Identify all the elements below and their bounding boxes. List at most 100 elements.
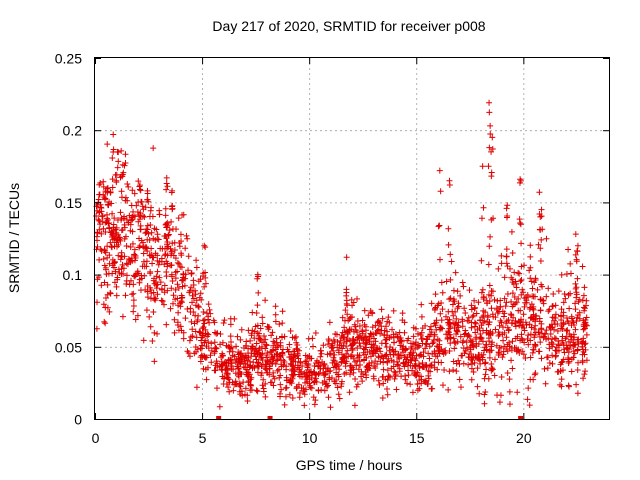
data-point bbox=[512, 300, 519, 307]
data-point bbox=[434, 302, 441, 309]
data-point bbox=[509, 290, 516, 297]
data-point bbox=[118, 147, 125, 154]
x-tick-label: 10 bbox=[302, 430, 318, 446]
data-point bbox=[144, 190, 151, 197]
data-point bbox=[231, 315, 238, 322]
data-point bbox=[486, 109, 493, 116]
data-point bbox=[503, 260, 510, 267]
data-point bbox=[457, 384, 464, 391]
data-point bbox=[565, 355, 572, 362]
data-point bbox=[486, 282, 493, 289]
data-point bbox=[461, 305, 468, 312]
data-point bbox=[287, 360, 294, 367]
data-point bbox=[422, 322, 429, 329]
data-point bbox=[391, 368, 398, 375]
data-point bbox=[192, 291, 199, 298]
data-point bbox=[461, 350, 468, 357]
data-point bbox=[237, 383, 244, 390]
data-point bbox=[104, 304, 111, 311]
data-point bbox=[151, 295, 158, 302]
data-point bbox=[339, 314, 346, 321]
data-point bbox=[125, 183, 132, 190]
data-point bbox=[271, 375, 278, 382]
data-point bbox=[202, 280, 209, 287]
data-point bbox=[171, 316, 178, 323]
data-point bbox=[419, 340, 426, 347]
data-point bbox=[400, 360, 407, 367]
data-point bbox=[154, 330, 161, 337]
data-point bbox=[372, 365, 379, 372]
data-point bbox=[565, 382, 572, 389]
data-point bbox=[114, 164, 121, 171]
data-point bbox=[175, 215, 182, 222]
data-point bbox=[418, 313, 425, 320]
data-point bbox=[384, 391, 391, 398]
data-point bbox=[341, 334, 348, 341]
data-point bbox=[551, 335, 558, 342]
data-point bbox=[229, 348, 236, 355]
data-point bbox=[491, 296, 498, 303]
data-point bbox=[391, 339, 398, 346]
data-point bbox=[163, 258, 170, 265]
data-point bbox=[190, 295, 197, 302]
data-point bbox=[343, 300, 350, 307]
data-point bbox=[259, 314, 266, 321]
data-point bbox=[249, 365, 256, 372]
data-point bbox=[277, 390, 284, 397]
chart-title: Day 217 of 2020, SRMTID for receiver p00… bbox=[212, 18, 485, 34]
data-point bbox=[431, 305, 438, 312]
data-point bbox=[122, 292, 129, 299]
data-point bbox=[272, 318, 279, 325]
data-point bbox=[168, 271, 175, 278]
data-point bbox=[573, 381, 580, 388]
data-point bbox=[382, 352, 389, 359]
data-point bbox=[185, 267, 192, 274]
data-point bbox=[251, 335, 258, 342]
data-point bbox=[106, 220, 113, 227]
y-tick-label: 0.25 bbox=[55, 51, 82, 67]
data-point bbox=[528, 324, 535, 331]
data-point bbox=[583, 322, 590, 329]
data-point bbox=[139, 203, 146, 210]
data-point bbox=[454, 338, 461, 345]
data-point bbox=[255, 333, 262, 340]
data-point bbox=[222, 359, 229, 366]
data-point bbox=[468, 365, 475, 372]
data-point bbox=[405, 335, 412, 342]
data-point bbox=[274, 367, 281, 374]
data-point bbox=[446, 182, 453, 189]
data-point bbox=[446, 368, 453, 375]
data-point bbox=[395, 352, 402, 359]
data-point bbox=[536, 189, 543, 196]
data-point bbox=[172, 269, 179, 276]
data-point bbox=[559, 367, 566, 374]
data-point bbox=[103, 211, 110, 218]
data-point bbox=[527, 253, 534, 260]
data-point bbox=[283, 366, 290, 373]
data-point bbox=[478, 289, 485, 296]
data-point bbox=[189, 299, 196, 306]
data-point bbox=[118, 188, 125, 195]
data-point bbox=[401, 329, 408, 336]
data-point bbox=[113, 283, 120, 290]
data-point bbox=[153, 226, 160, 233]
data-point bbox=[558, 383, 565, 390]
data-point bbox=[472, 320, 479, 327]
data-point bbox=[445, 386, 452, 393]
data-point bbox=[447, 295, 454, 302]
data-point bbox=[454, 288, 461, 295]
data-point bbox=[410, 324, 417, 331]
data-point bbox=[303, 358, 310, 365]
data-point bbox=[280, 362, 287, 369]
data-point bbox=[560, 309, 567, 316]
data-point bbox=[377, 348, 384, 355]
data-point bbox=[208, 340, 215, 347]
data-point bbox=[288, 355, 295, 362]
data-point bbox=[254, 388, 261, 395]
data-point bbox=[443, 278, 450, 285]
data-point bbox=[349, 341, 356, 348]
data-point bbox=[515, 347, 522, 354]
data-point bbox=[109, 176, 116, 183]
data-point bbox=[308, 368, 315, 375]
data-point bbox=[450, 358, 457, 365]
